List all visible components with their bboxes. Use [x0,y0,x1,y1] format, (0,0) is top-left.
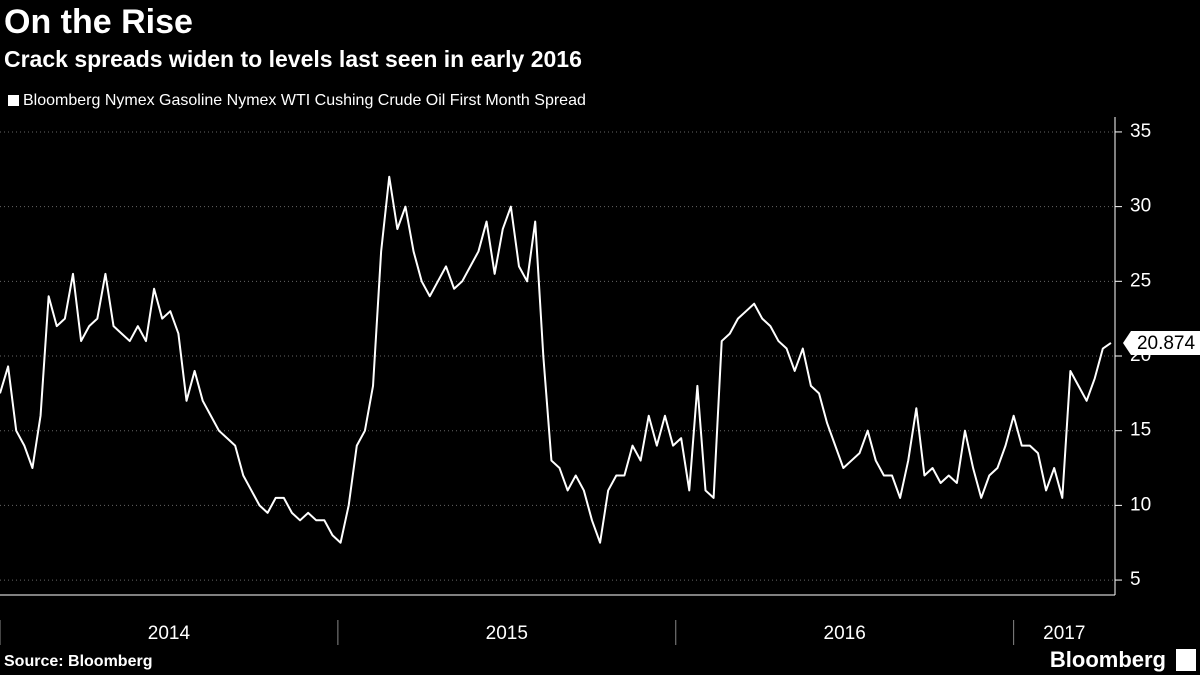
y-tick-label: 10 [1130,494,1151,515]
brand: Bloomberg [1050,647,1166,672]
x-tick-label: 2014 [148,623,191,644]
chart-subtitle: Crack spreads widen to levels last seen … [4,46,582,72]
y-tick-label: 15 [1130,420,1151,441]
y-tick-label: 5 [1130,569,1141,590]
y-tick-label: 25 [1130,270,1151,291]
series-line [0,175,1112,544]
value-label: 20.874 [1137,333,1196,354]
legend-swatch [8,95,19,106]
x-tick-label: 2016 [824,623,866,644]
value-label-box [1123,330,1200,355]
y-tick-label: 35 [1130,121,1151,142]
legend-label: Bloomberg Nymex Gasoline Nymex WTI Cushi… [23,92,586,109]
y-tick-label: 30 [1130,196,1151,217]
brand-icon [1176,649,1196,671]
source: Source: Bloomberg [4,653,152,670]
chart-title: On the Rise [4,3,193,41]
x-tick-label: 2015 [486,623,528,644]
x-tick-label: 2017 [1043,623,1085,644]
